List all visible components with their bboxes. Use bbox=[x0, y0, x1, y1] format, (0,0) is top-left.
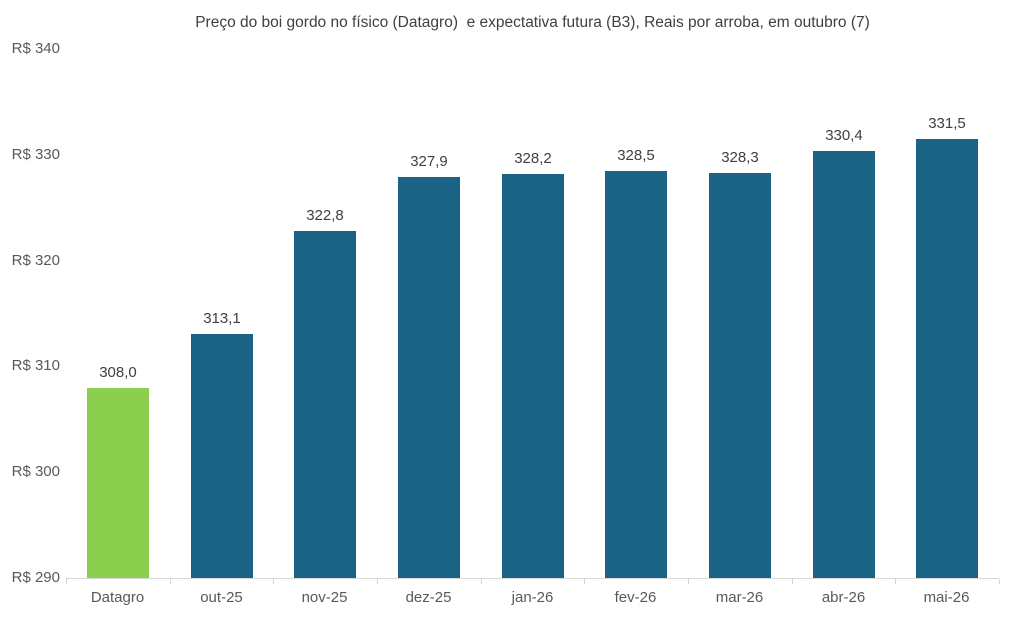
bar-mai-26 bbox=[916, 139, 978, 578]
x-axis-tick bbox=[895, 579, 896, 584]
y-axis-tick-label: R$ 330 bbox=[11, 145, 60, 163]
x-axis-category-label: nov-25 bbox=[301, 589, 348, 606]
x-axis-category-label: mai-26 bbox=[923, 589, 970, 606]
x-axis-tick bbox=[688, 579, 689, 584]
y-axis-tick-label: R$ 320 bbox=[11, 251, 60, 269]
y-axis-tick-label: R$ 310 bbox=[11, 357, 60, 375]
bar-value-label: 330,4 bbox=[825, 127, 863, 144]
bar-value-label: 328,3 bbox=[721, 149, 759, 166]
bar-jan-26 bbox=[502, 174, 564, 578]
bar-value-label: 322,8 bbox=[306, 207, 344, 224]
x-axis-category-label: Datagro bbox=[90, 589, 145, 606]
x-axis-category-label: abr-26 bbox=[821, 589, 866, 606]
x-axis-tick bbox=[584, 579, 585, 584]
bar-mar-26 bbox=[709, 173, 771, 578]
bar-value-label: 328,5 bbox=[617, 147, 655, 164]
x-axis-tick bbox=[481, 579, 482, 584]
x-axis-category-label: dez-25 bbox=[405, 589, 452, 606]
bar-nov-25 bbox=[294, 231, 356, 578]
y-axis-tick-label: R$ 290 bbox=[11, 569, 60, 586]
x-axis-category-label: jan-26 bbox=[511, 589, 554, 606]
bar-fev-26 bbox=[605, 171, 667, 578]
y-axis-tick-label: R$ 340 bbox=[11, 40, 60, 57]
x-axis-line bbox=[66, 578, 999, 579]
x-axis-tick bbox=[792, 579, 793, 584]
bar-value-label: 308,0 bbox=[99, 364, 137, 381]
x-axis-category-label: mar-26 bbox=[715, 589, 764, 606]
x-axis-tick bbox=[273, 579, 274, 584]
x-axis-category-label: out-25 bbox=[200, 589, 243, 606]
bar-value-label: 313,1 bbox=[203, 310, 241, 327]
bar-datagro bbox=[87, 388, 149, 578]
x-axis-tick bbox=[999, 579, 1000, 584]
chart-title: Preço do boi gordo no físico (Datagro) e… bbox=[195, 14, 870, 31]
x-axis-tick bbox=[170, 579, 171, 584]
bar-dez-25 bbox=[398, 177, 460, 578]
bar-abr-26 bbox=[813, 151, 875, 578]
x-axis-tick bbox=[377, 579, 378, 584]
x-axis-tick bbox=[66, 579, 67, 584]
y-axis-tick-label: R$ 300 bbox=[11, 463, 60, 481]
x-axis-category-label: fev-26 bbox=[614, 589, 657, 606]
bar-out-25 bbox=[191, 334, 253, 578]
bar-value-label: 327,9 bbox=[410, 153, 448, 170]
bar-value-label: 331,5 bbox=[928, 115, 966, 132]
bar-value-label: 328,2 bbox=[514, 150, 552, 167]
